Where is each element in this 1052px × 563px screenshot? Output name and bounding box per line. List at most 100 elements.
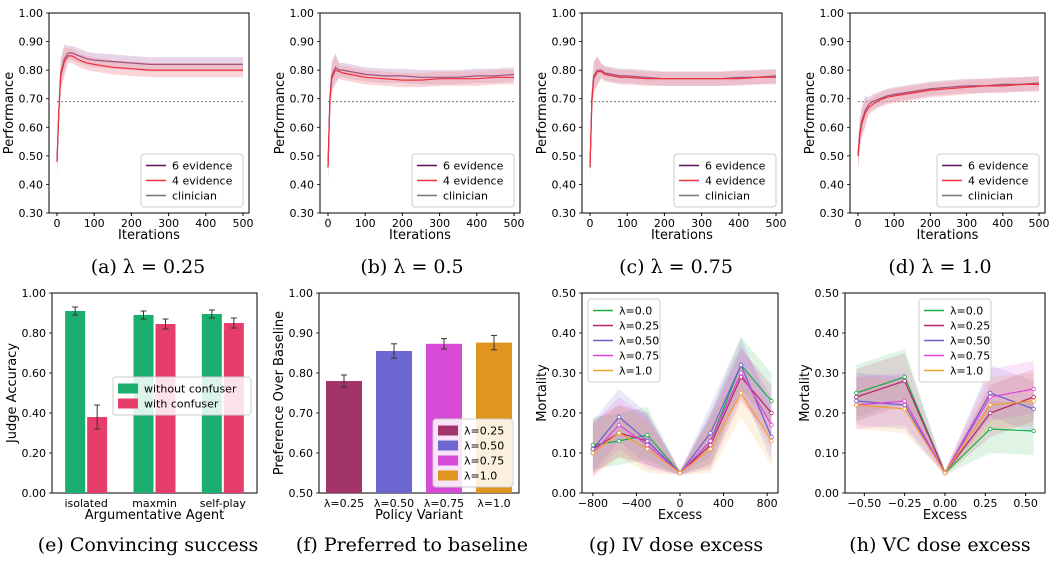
legend-label: λ=0.50: [464, 440, 504, 453]
caption-c: (c) λ = 0.75: [619, 256, 733, 278]
y-tick-label: 0.30: [820, 207, 845, 220]
data-point: [645, 432, 650, 438]
x-tick-label: self-play: [200, 497, 247, 510]
y-tick-label: 1.00: [289, 287, 314, 300]
data-point: [1031, 398, 1036, 404]
legend: λ=0.25 λ=0.50 λ=0.75 λ=1.0: [432, 418, 514, 488]
data-point: [1031, 406, 1036, 412]
x-tick-label: 400: [992, 217, 1013, 230]
series-band: [590, 57, 776, 182]
legend-label: λ=0.25: [464, 425, 504, 438]
x-tick-label: 400: [728, 217, 749, 230]
x-tick-label: 0: [855, 217, 862, 230]
data-point: [738, 390, 744, 396]
y-tick-label: 0.80: [289, 367, 314, 380]
x-tick-label: 300: [956, 217, 977, 230]
x-tick-label: 400: [195, 217, 216, 230]
x-axis-label: Iterations: [389, 228, 451, 243]
y-tick-label: 0.70: [19, 93, 44, 106]
legend-label: clinician: [968, 190, 1013, 203]
legend-label: λ=0.0: [619, 305, 652, 318]
panel-4: 0.00 0.20 0.40 0.60 0.80 1.00 Judge Accuracy Ar…: [5, 287, 258, 523]
data-point: [987, 426, 993, 432]
x-tick-label: 100: [884, 217, 905, 230]
data-point: [616, 430, 622, 436]
x-tick-label: −800: [578, 497, 608, 510]
x-axis-label: Policy Variant: [375, 508, 463, 523]
caption-f: (f) Preferred to baseline: [295, 534, 529, 556]
y-tick-label: 0.90: [290, 36, 315, 49]
series-band: [858, 75, 1039, 171]
x-tick-label: 200: [392, 217, 413, 230]
legend-label: without confuser: [144, 383, 237, 396]
y-tick-label: 0.50: [820, 150, 845, 163]
data-point: [616, 414, 622, 420]
y-tick-label: 0.60: [289, 447, 314, 460]
legend: 6 evidence 4 evidence clinician: [936, 153, 1040, 208]
data-point: [902, 374, 907, 380]
legend-label: 6 evidence: [705, 160, 766, 173]
x-tick-label: λ=0.50: [374, 497, 414, 510]
data-point: [987, 390, 993, 396]
y-tick-label: 0.00: [552, 487, 577, 500]
y-tick-label: 0.50: [815, 287, 840, 300]
series-band: [856, 361, 1034, 475]
legend-label: clinician: [172, 190, 217, 203]
y-tick-label: 0.60: [19, 121, 44, 134]
x-tick-label: 0.50: [1013, 497, 1038, 510]
x-tick-label: 500: [766, 217, 787, 230]
series-band: [858, 77, 1039, 171]
legend-box: [936, 153, 1040, 208]
legend-label: λ=0.50: [619, 335, 659, 348]
y-tick-label: 0.80: [19, 64, 44, 77]
caption-g: (g) IV dose excess: [588, 534, 764, 556]
legend: 6 evidence 4 evidence clinician: [140, 153, 244, 208]
x-tick-label: 0: [587, 217, 594, 230]
panel-2: 0.30 0.40 0.50 0.60 0.70 0.80 0.90 1.00 Performa…: [535, 7, 787, 243]
y-tick-label: 0.40: [19, 178, 44, 191]
y-tick-label: 0.50: [552, 287, 577, 300]
legend-label: λ=0.25: [950, 320, 990, 333]
caption-h: (h) VC dose excess: [849, 534, 1031, 556]
data-point: [645, 442, 650, 448]
data-point: [1031, 386, 1036, 392]
data-point: [854, 398, 859, 404]
x-tick-label: 800: [757, 497, 778, 510]
legend-label: λ=0.50: [950, 335, 990, 348]
legend-label: λ=0.25: [619, 320, 659, 333]
x-axis-label: Argumentative Agent: [85, 508, 224, 523]
legend-box: [587, 298, 661, 383]
legend-label: clinician: [443, 190, 488, 203]
y-tick-label: 0.20: [552, 407, 577, 420]
y-tick-label: 0.40: [815, 327, 840, 340]
y-axis-label: Mortality: [535, 364, 550, 422]
legend-label: 4 evidence: [172, 175, 233, 188]
data-point: [590, 446, 596, 452]
y-tick-label: 0.50: [19, 150, 44, 163]
y-tick-label: 0.70: [820, 93, 845, 106]
legend-label: 4 evidence: [968, 175, 1029, 188]
data-point: [854, 394, 859, 400]
series-line-4-evidence: [327, 69, 514, 168]
data-point: [708, 430, 713, 436]
data-point: [942, 470, 948, 476]
x-tick-label: 300: [158, 217, 179, 230]
data-point: [1031, 428, 1036, 434]
series-band: [592, 365, 772, 477]
series-band: [856, 353, 1034, 475]
legend-box: [918, 298, 992, 383]
y-axis-label: Mortality: [798, 364, 813, 422]
legend-label: λ=0.75: [464, 455, 504, 468]
caption-e: (e) Convincing success: [37, 534, 259, 556]
panel-1: 0.30 0.40 0.50 0.60 0.70 0.80 0.90 1.00 Performa…: [273, 7, 525, 243]
y-tick-label: 0.60: [820, 121, 845, 134]
legend: 6 evidence 4 evidence clinician: [673, 153, 777, 208]
x-tick-label: 0.00: [933, 497, 958, 510]
y-tick-label: 0.80: [552, 64, 577, 77]
x-tick-label: −0.25: [888, 497, 922, 510]
legend-label: 6 evidence: [443, 160, 504, 173]
legend-swatch: [438, 425, 458, 436]
legend-label: 6 evidence: [968, 160, 1029, 173]
y-tick-label: 0.10: [552, 447, 577, 460]
